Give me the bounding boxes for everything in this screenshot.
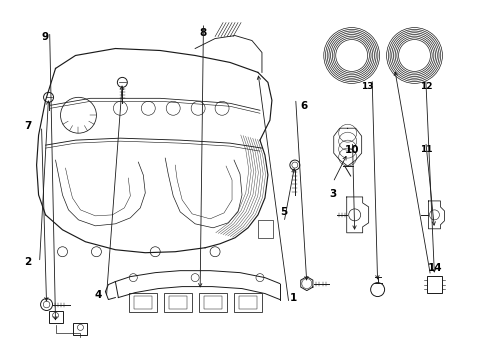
Text: 11: 11	[419, 145, 432, 154]
Bar	[164, 293, 192, 312]
Bar	[129, 293, 157, 312]
Text: 1: 1	[290, 293, 297, 303]
Bar	[204, 296, 222, 310]
Text: 2: 2	[24, 257, 31, 267]
Text: 4: 4	[95, 290, 102, 300]
Bar	[427, 276, 442, 293]
Text: 7: 7	[24, 121, 31, 131]
Text: 3: 3	[329, 189, 337, 199]
Bar	[49, 311, 63, 323]
Text: 10: 10	[345, 144, 360, 154]
Text: 13: 13	[361, 82, 373, 91]
Text: 6: 6	[300, 102, 307, 112]
Bar	[239, 296, 257, 310]
Text: 9: 9	[41, 32, 48, 41]
Text: 5: 5	[280, 207, 288, 217]
Bar	[234, 293, 262, 312]
Bar	[74, 323, 87, 336]
Bar	[169, 296, 187, 310]
Text: 14: 14	[428, 263, 443, 273]
Bar	[134, 296, 152, 310]
Bar	[258, 220, 273, 238]
Text: 12: 12	[419, 82, 432, 91]
Bar	[199, 293, 227, 312]
Text: 8: 8	[200, 28, 207, 38]
